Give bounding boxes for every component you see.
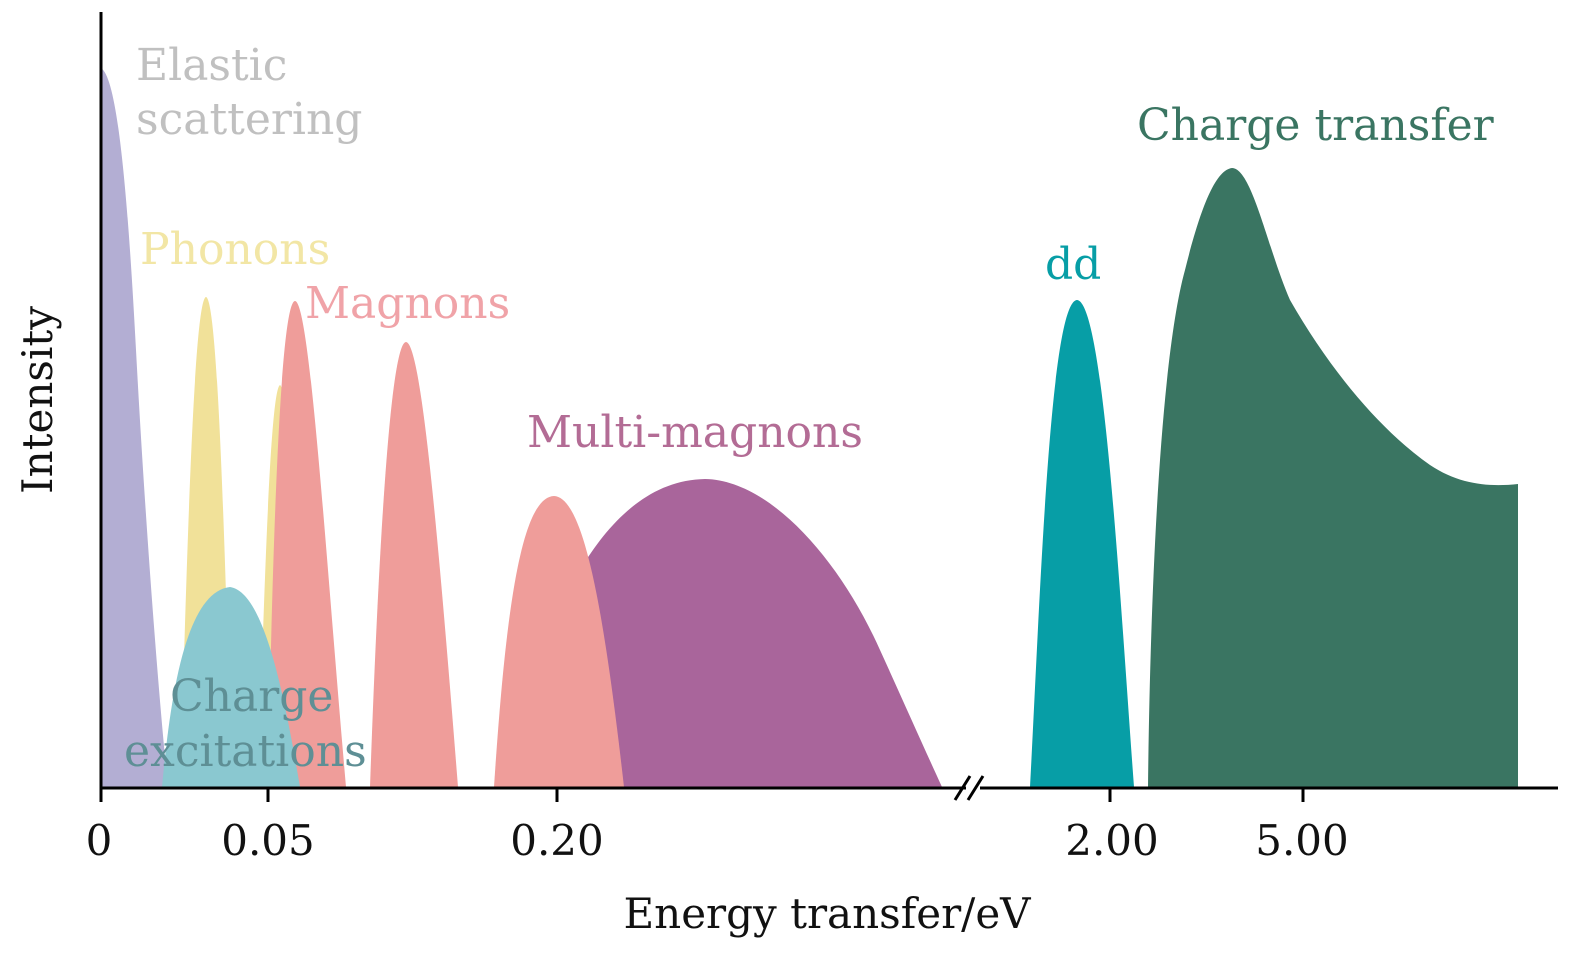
label-magnons: Magnons <box>305 278 510 329</box>
dd-peak <box>1030 300 1134 787</box>
magnon-peak-2 <box>370 342 458 787</box>
charge-excitations-peak <box>162 587 300 787</box>
label-phonons: Phonons <box>140 224 330 275</box>
label-dd: dd <box>1045 239 1101 290</box>
elastic-scattering-peak <box>101 68 168 787</box>
x-ticks <box>99 788 1305 802</box>
label-elastic-line1: Elastic <box>136 40 287 91</box>
tick-label-0: 0 <box>86 816 113 865</box>
label-multi-magnons: Multi-magnons <box>527 407 863 458</box>
tick-label-5-00: 5.00 <box>1255 816 1349 865</box>
bimagnon-peak <box>494 496 624 787</box>
axis-break-mark <box>953 775 985 801</box>
label-charge-transfer: Charge transfer <box>1137 100 1495 151</box>
charge-transfer-band <box>1148 168 1518 787</box>
tick-label-2-00: 2.00 <box>1065 816 1159 865</box>
tick-label-0-20: 0.20 <box>510 816 604 865</box>
label-elastic-line2: scattering <box>136 94 362 145</box>
label-charge-excitations-line1: Charge <box>170 671 333 722</box>
magnon-peak-1 <box>268 301 346 787</box>
x-axis-title: Energy transfer/eV <box>623 889 1031 938</box>
label-charge-excitations-line2: excitations <box>124 726 367 777</box>
y-axis-title: Intensity <box>13 306 62 494</box>
multi-magnons-band <box>570 479 942 787</box>
tick-label-0-05: 0.05 <box>221 816 315 865</box>
